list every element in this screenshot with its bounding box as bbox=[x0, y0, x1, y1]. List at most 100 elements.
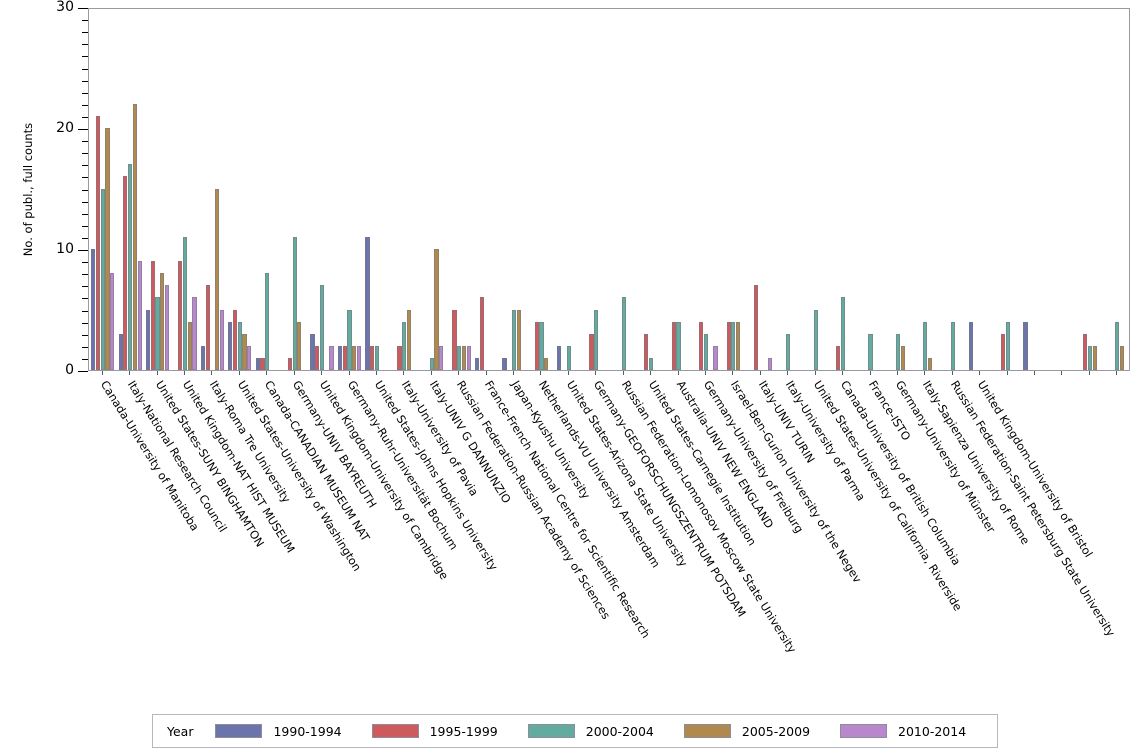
plot-area bbox=[88, 8, 1130, 371]
bar bbox=[644, 333, 649, 370]
x-tick bbox=[101, 371, 103, 375]
bar bbox=[374, 345, 379, 370]
legend-entry[interactable]: 1995-1999 bbox=[371, 723, 498, 739]
x-tick bbox=[129, 371, 131, 375]
bar bbox=[242, 333, 247, 370]
x-tick bbox=[869, 371, 871, 375]
bar bbox=[621, 297, 626, 370]
legend-entry[interactable]: 2005-2009 bbox=[683, 723, 811, 739]
bar bbox=[219, 309, 224, 370]
legend-swatch bbox=[840, 724, 888, 738]
y-tick-label: 20 bbox=[56, 120, 74, 136]
bar bbox=[516, 309, 521, 370]
y-tick-minor bbox=[82, 358, 88, 360]
bar bbox=[150, 261, 155, 370]
bar bbox=[255, 357, 260, 370]
bar bbox=[649, 357, 654, 370]
bar bbox=[337, 345, 343, 370]
bar bbox=[731, 321, 736, 370]
bar bbox=[713, 345, 718, 370]
x-tick bbox=[403, 371, 405, 375]
x-tick bbox=[211, 371, 213, 375]
bar bbox=[187, 321, 192, 370]
bar bbox=[753, 285, 759, 370]
bar bbox=[927, 357, 933, 370]
bar bbox=[137, 261, 142, 370]
y-tick-minor bbox=[82, 298, 88, 300]
x-axis-label: United Kingdom-University of Bristol bbox=[974, 378, 1096, 560]
y-tick-minor bbox=[82, 44, 88, 46]
bar bbox=[1119, 345, 1125, 370]
x-tick bbox=[266, 371, 268, 375]
bar bbox=[105, 128, 110, 370]
bar bbox=[128, 164, 133, 370]
bar bbox=[215, 188, 220, 370]
bar bbox=[1000, 333, 1005, 370]
bar bbox=[155, 297, 160, 370]
bar bbox=[836, 345, 841, 370]
y-tick-minor bbox=[82, 262, 88, 264]
x-tick bbox=[567, 371, 569, 375]
x-tick bbox=[458, 371, 460, 375]
legend-title: Year bbox=[167, 723, 194, 739]
bar bbox=[1115, 321, 1120, 370]
bar bbox=[297, 321, 302, 370]
bar bbox=[534, 321, 539, 370]
bar bbox=[1087, 345, 1092, 370]
x-tick bbox=[842, 371, 844, 375]
bar bbox=[329, 345, 334, 370]
x-tick bbox=[540, 371, 542, 375]
legend-label: 2005-2009 bbox=[741, 723, 811, 739]
bar bbox=[315, 345, 320, 370]
x-tick bbox=[924, 371, 926, 375]
bar bbox=[429, 357, 434, 370]
bar bbox=[145, 309, 151, 370]
x-tick bbox=[1006, 371, 1008, 375]
bar bbox=[434, 249, 439, 370]
bar bbox=[164, 285, 170, 370]
legend-entry[interactable]: 2010-2014 bbox=[840, 724, 966, 739]
x-tick bbox=[485, 371, 487, 375]
legend-entry[interactable]: 2000-2004 bbox=[527, 724, 654, 739]
bar bbox=[439, 345, 444, 370]
y-tick-minor bbox=[82, 92, 88, 94]
x-tick bbox=[375, 371, 377, 375]
legend-entry[interactable]: 1990-1994 bbox=[215, 724, 342, 739]
bar bbox=[352, 345, 357, 370]
y-tick-minor bbox=[82, 213, 88, 215]
y-tick-minor bbox=[82, 165, 88, 167]
y-tick-minor bbox=[82, 56, 88, 58]
bar bbox=[868, 333, 873, 370]
x-tick bbox=[677, 371, 679, 375]
legend-swatch bbox=[215, 724, 263, 738]
bar bbox=[895, 333, 900, 370]
x-tick bbox=[951, 371, 953, 375]
bar bbox=[182, 236, 188, 370]
x-tick bbox=[787, 371, 789, 375]
y-tick-label: 0 bbox=[65, 362, 74, 378]
bar bbox=[1083, 333, 1088, 370]
bar bbox=[457, 345, 462, 370]
bar bbox=[91, 249, 96, 370]
bar bbox=[237, 321, 242, 370]
y-tick-minor bbox=[82, 334, 88, 336]
bar bbox=[178, 261, 183, 370]
bar bbox=[813, 309, 818, 370]
legend-label: 1995-1999 bbox=[429, 723, 498, 739]
x-tick bbox=[896, 371, 898, 375]
bar bbox=[539, 321, 544, 370]
y-tick-minor bbox=[82, 80, 88, 82]
y-tick-label: 10 bbox=[56, 241, 74, 257]
y-tick-minor bbox=[82, 68, 88, 70]
bar bbox=[356, 345, 362, 370]
x-tick bbox=[1034, 371, 1036, 375]
y-tick-minor bbox=[82, 225, 88, 227]
bar bbox=[671, 321, 676, 370]
y-tick-minor bbox=[82, 286, 88, 288]
x-tick bbox=[1116, 371, 1118, 375]
bar bbox=[123, 176, 128, 370]
x-tick bbox=[979, 371, 981, 375]
bar bbox=[310, 333, 315, 370]
y-tick-minor bbox=[82, 141, 88, 143]
bar bbox=[192, 297, 197, 370]
